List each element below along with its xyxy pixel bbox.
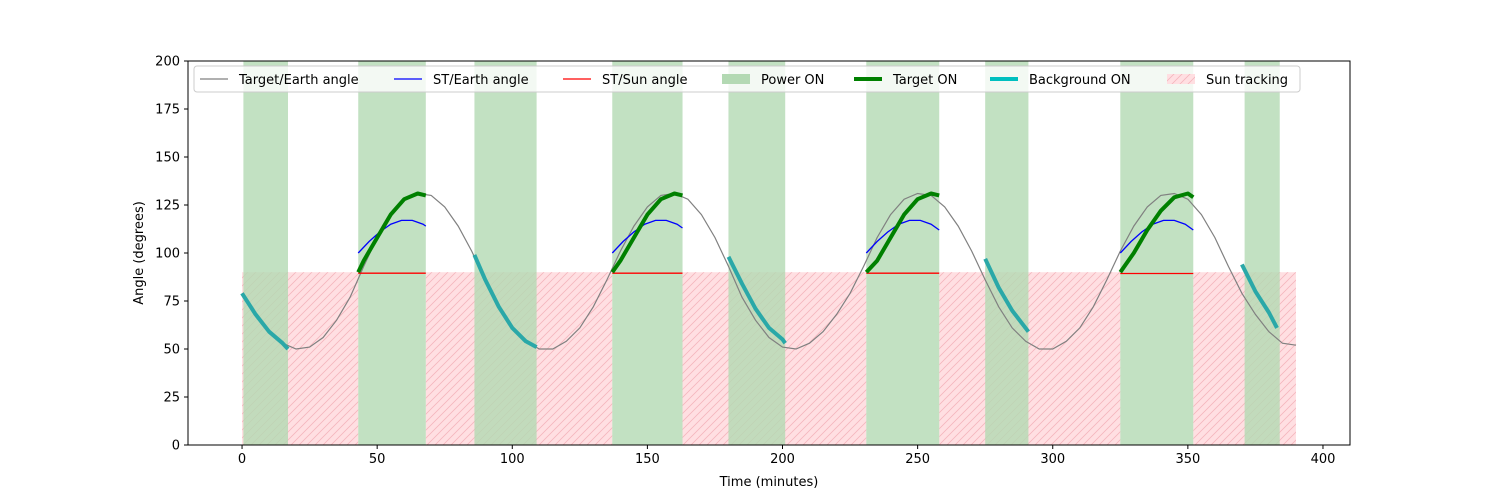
y-tick-label-2: 50 [163, 343, 180, 358]
x-tick-label-5: 250 [905, 452, 930, 467]
y-tick-label-7: 175 [155, 103, 180, 118]
st-earth-line-1 [611, 219, 683, 254]
legend-swatch-hatch-6 [1167, 74, 1195, 84]
legend-label-3: Power ON [761, 73, 824, 88]
x-tick-label-8: 400 [1311, 452, 1336, 467]
y-tick-label-5: 125 [155, 199, 180, 214]
y-tick-label-8: 200 [155, 55, 180, 70]
y-tick-label-3: 75 [163, 295, 180, 310]
target-on-line-3 [1118, 191, 1195, 274]
y-tick-label-4: 100 [155, 247, 180, 262]
power-on-band-0 [243, 61, 288, 445]
legend-item-2: ST/Sun angle [563, 73, 688, 88]
sun-tracking-hatch-3 [939, 272, 1121, 445]
legend-label-4: Target ON [892, 73, 957, 88]
x-tick-label-6: 300 [1040, 452, 1065, 467]
x-tick-label-4: 200 [770, 452, 795, 467]
legend-item-5: Background ON [990, 73, 1131, 88]
plot-layer [240, 61, 1297, 445]
x-tick-label-1: 50 [369, 452, 386, 467]
legend-item-3: Power ON [722, 73, 824, 88]
background-on-line-0 [240, 292, 290, 351]
legend-label-1: ST/Earth angle [433, 73, 529, 88]
target-on-line-1 [610, 191, 683, 274]
y-axis-label: Angle (degrees) [132, 201, 147, 305]
y-tick-label-1: 25 [163, 391, 180, 406]
x-tick-label-2: 100 [500, 452, 525, 467]
x-tick-label-7: 350 [1175, 452, 1200, 467]
background-on-line-4 [1240, 263, 1279, 329]
background-on-line-1 [472, 254, 538, 349]
power-on-band-2 [474, 61, 537, 445]
axes-layer: 0 50 100 150 200 250 300 350 400 0 25 50 75 100 125 150… [155, 55, 1351, 467]
power-on-band-6 [985, 61, 1029, 445]
legend-label-2: ST/Sun angle [602, 73, 688, 88]
target-on-line-0 [356, 191, 427, 274]
power-on-band-5 [866, 61, 940, 445]
y-tick-label-0: 0 [172, 439, 180, 454]
legend: Target/Earth angle ST/Earth angle ST/Sun a… [193, 65, 1301, 93]
st-earth-line-3 [1119, 219, 1194, 254]
legend-item-1: ST/Earth angle [394, 73, 529, 88]
legend-label-6: Sun tracking [1206, 73, 1288, 88]
legend-label-5: Background ON [1029, 73, 1131, 88]
st-earth-line-0 [357, 219, 427, 254]
power-on-band-4 [728, 61, 786, 445]
x-axis-label: Time (minutes) [719, 475, 819, 490]
power-on-band-7 [1120, 61, 1194, 445]
legend-item-0: Target/Earth angle [200, 73, 359, 88]
background-on-line-2 [726, 255, 787, 345]
legend-item-4: Target ON [854, 73, 957, 88]
power-on-band-8 [1244, 61, 1280, 445]
legend-label-0: Target/Earth angle [238, 73, 359, 88]
x-tick-label-3: 150 [635, 452, 660, 467]
legend-item-6: Sun tracking [1167, 73, 1288, 88]
background-on-line-3 [983, 257, 1030, 333]
y-tick-label-6: 150 [155, 151, 180, 166]
x-tick-label-0: 0 [238, 452, 246, 467]
legend-swatch-3 [722, 74, 750, 84]
st-earth-line-2 [865, 219, 940, 254]
target-on-line-2 [864, 191, 940, 274]
